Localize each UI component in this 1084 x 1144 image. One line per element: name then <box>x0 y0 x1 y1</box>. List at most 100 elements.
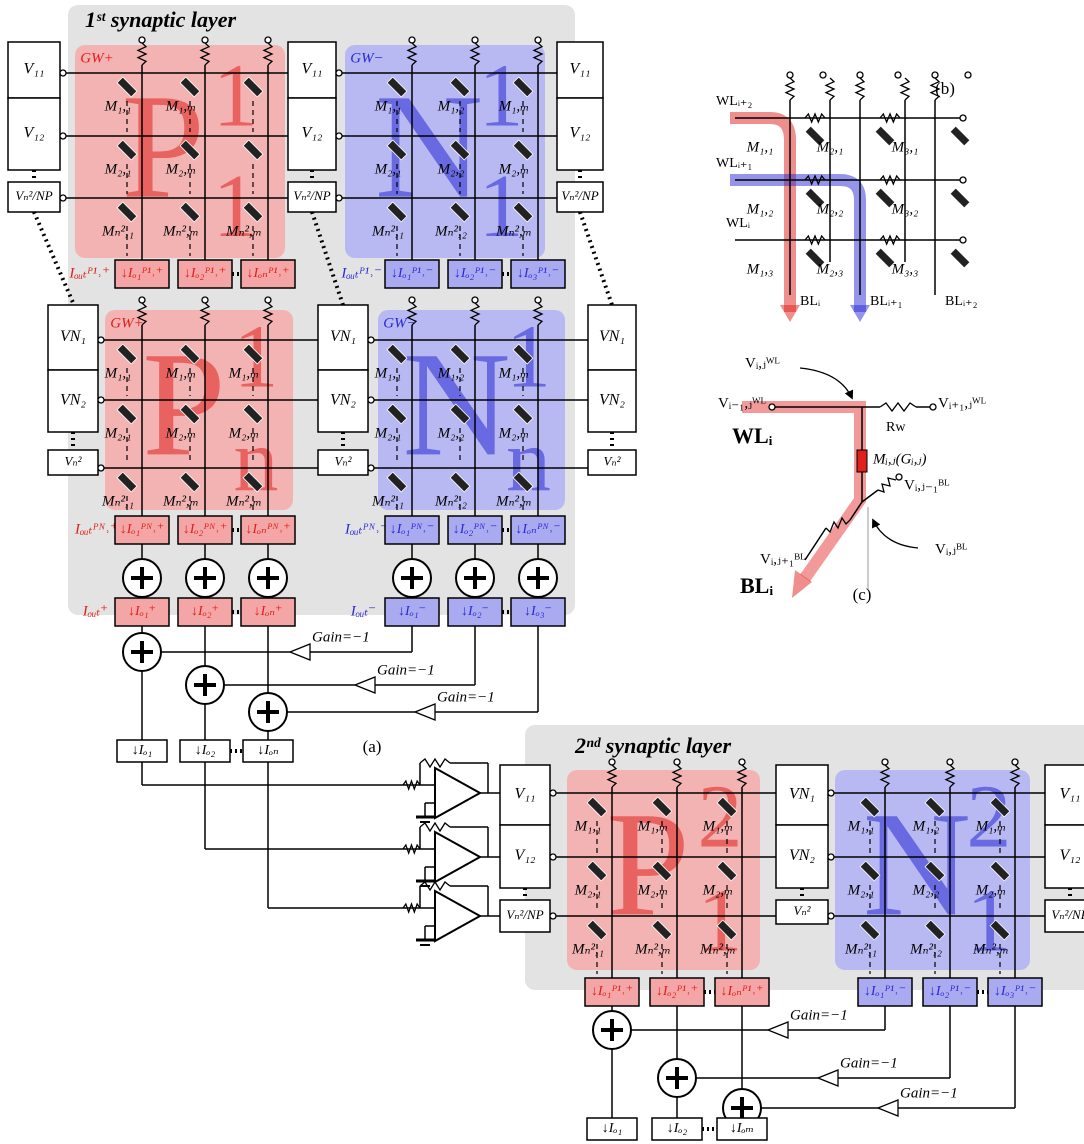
gain-amplifier <box>878 1100 898 1116</box>
resistor <box>878 478 896 492</box>
block-superscript: 2 <box>698 768 743 867</box>
bit-line-label: BLᵢ <box>800 294 821 309</box>
terminal <box>202 297 208 303</box>
cell-label: M₁,₂ <box>912 818 940 834</box>
output-group-label: Iₒᵤₜᴾ¹˒⁻ <box>340 265 382 281</box>
terminal <box>60 70 66 76</box>
input-label: Vₙ²/NP <box>506 907 543 922</box>
input-label: V₁₁ <box>1060 786 1081 803</box>
cell-label: M₂,ₘ <box>637 882 669 898</box>
terminal <box>739 759 745 765</box>
resistor <box>901 78 909 100</box>
cell-label: Mₙ²,ₘ <box>162 493 199 509</box>
output-label: ↓Iₒ₂⁻ <box>461 604 489 619</box>
output-label: ↓Iₒ₃ᴾ¹˒⁻ <box>517 266 559 281</box>
input-label: V₁₂ <box>302 125 323 142</box>
block-superscript: 1 <box>479 46 524 145</box>
cell-label: M₁,ₘ <box>498 98 530 114</box>
input-label: VN₂ <box>599 392 625 409</box>
terminal <box>139 37 145 43</box>
cell-label: Mₙ²,₂ <box>434 223 467 239</box>
terminal <box>550 913 556 919</box>
word-line-label: WLᵢ <box>726 216 751 231</box>
word-line-label: WLᵢ₊₂ <box>716 94 752 109</box>
cell-label: M₂,₁ <box>847 882 875 898</box>
conductance-label: GW+ <box>110 315 143 331</box>
input-label: Vₙ² <box>603 453 621 468</box>
bit-line-label: BLᵢ₊₁ <box>870 294 902 309</box>
input-label: VN₁ <box>330 328 356 345</box>
output-label: ↓Iₒ₂ᴾ¹˒⁻ <box>454 266 496 281</box>
terminal <box>202 37 208 43</box>
output-label: ↓Iₒₙᴾᴺ˒⁺ <box>245 522 290 537</box>
terminal <box>98 397 104 403</box>
memristor <box>950 126 970 146</box>
resistor <box>826 78 834 100</box>
terminal <box>550 790 556 796</box>
terminal <box>368 465 374 471</box>
terminal <box>368 337 374 343</box>
terminal <box>960 237 966 243</box>
output-label: ↓Iₒ₁⁺ <box>128 604 156 619</box>
terminal <box>336 70 342 76</box>
terminal <box>98 465 104 471</box>
conductance-label: GW+ <box>80 50 113 66</box>
bit-line-label: BLᵢ₊₂ <box>945 294 978 309</box>
cell-label: Mₙ²,ₘ <box>634 941 671 957</box>
gain-label: Gain=−1 <box>312 629 370 645</box>
word-line-label: WLᵢ₊₁ <box>716 156 752 171</box>
terminal <box>857 72 863 78</box>
arrow <box>873 520 918 548</box>
gain-amplifier <box>818 1070 838 1086</box>
cell-label: Mₙ²,₂ <box>434 493 467 509</box>
cell-label: M₁,₁ <box>104 365 132 381</box>
cell-label: M₂,₂ <box>437 161 465 177</box>
output-label: ↓Iₒ₁ᴾ¹˒⁺ <box>591 984 633 999</box>
conductance-label: GW− <box>383 315 416 331</box>
output-label: ↓Iₒ₁ <box>132 743 153 758</box>
terminal <box>932 72 938 78</box>
output-label: ↓Iₒₙ <box>257 743 279 758</box>
layer-title: 1ˢᵗ synaptic layer <box>85 7 237 32</box>
resistor-label: Rᴡ <box>886 420 906 435</box>
terminal <box>60 133 66 139</box>
output-group-label: Iₒᵤₜᴾᴺ˒⁺ <box>74 521 118 537</box>
terminal <box>960 177 966 183</box>
arrow <box>800 368 852 398</box>
conductance-label: GW− <box>350 50 383 66</box>
cell-label: Mₙ²,₁ <box>371 493 404 509</box>
terminal <box>336 195 342 201</box>
cell-label: M₁,₁ <box>374 98 402 114</box>
cell-label: M₂,₂ <box>437 425 465 441</box>
cell-label: M₂,ₘ <box>228 425 260 441</box>
input-label: Vₙ² <box>334 453 352 468</box>
output-label: ↓Iₒₙᴾ¹˒⁺ <box>246 266 289 281</box>
cell-label: M₁,ₘ <box>637 818 669 834</box>
terminal <box>535 37 541 43</box>
cell-label: Mₙ²,ₘ <box>699 941 736 957</box>
cell-label: M₃,₃ <box>891 261 919 277</box>
figure-label: (c) <box>853 585 872 604</box>
cell-label: M₁,ₘ <box>975 818 1007 834</box>
terminal <box>336 133 342 139</box>
terminal <box>265 37 271 43</box>
voltage-label: Vᵢ₊₁,ⱼᵂᴸ <box>938 395 986 411</box>
cell-label: M₁,₁ <box>574 818 602 834</box>
cell-label: M₁,₃ <box>746 261 774 277</box>
terminal <box>472 297 478 303</box>
output-group-label: Iₒᵤₜ⁺ <box>82 603 108 619</box>
cell-label: M₂,₁ <box>374 161 402 177</box>
output-label: ↓Iₒ₁ᴾ¹˒⁻ <box>864 984 906 999</box>
voltage-label: Vᵢ,ⱼ₊₁ᴮᴸ <box>760 551 806 567</box>
gain-label: Gain=−1 <box>377 662 435 678</box>
gain-amplifier <box>415 704 435 720</box>
cell-label: M₁,ₘ <box>498 365 530 381</box>
op-amp <box>435 891 480 941</box>
output-label: ↓Iₒ₂⁺ <box>191 604 219 619</box>
cell-label: M₂,ₘ <box>165 161 197 177</box>
cell-label: Mₙ²,₁ <box>101 493 134 509</box>
input-label: V₁₂ <box>1060 847 1081 864</box>
terminal <box>550 854 556 860</box>
cell-label: Mₙ²,ₘ <box>162 223 199 239</box>
memristor <box>950 188 970 208</box>
